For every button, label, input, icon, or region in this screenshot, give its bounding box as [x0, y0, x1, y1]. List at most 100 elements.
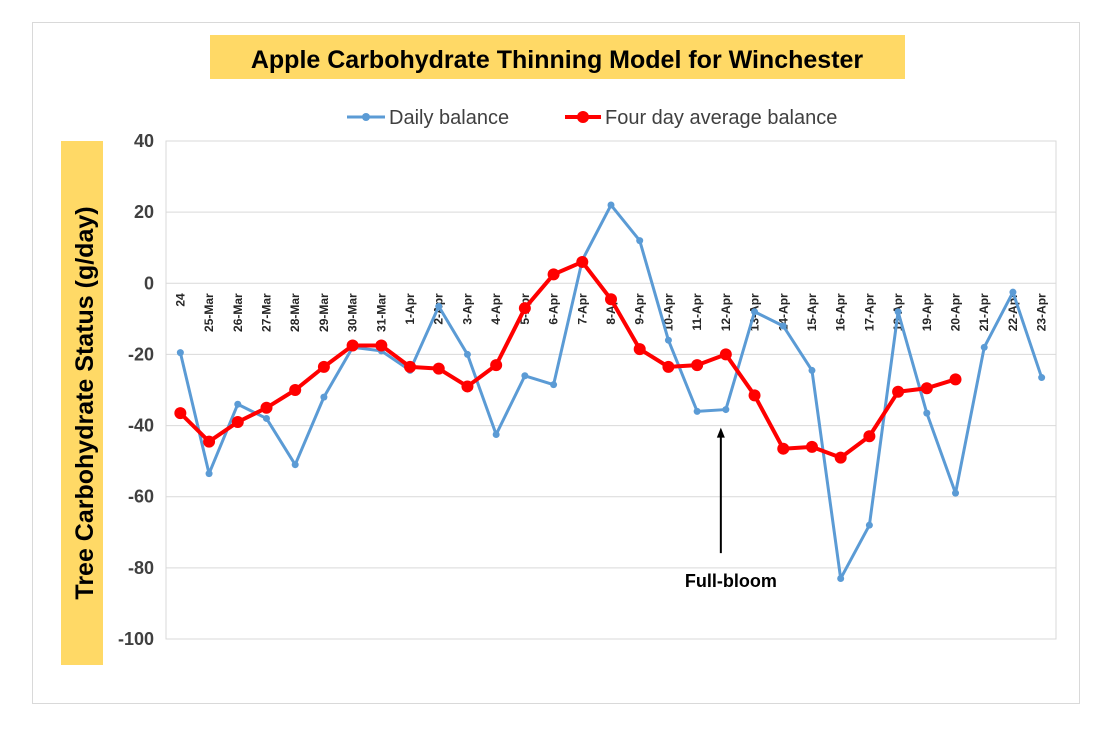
y-tick-label: -60 — [128, 487, 154, 507]
x-tick-label: 27-Mar — [259, 293, 273, 332]
four-day-average-point — [920, 382, 933, 395]
daily-balance-point — [808, 366, 816, 374]
x-tick-label: 3-Apr — [460, 293, 474, 325]
daily-balance-point — [751, 308, 759, 316]
plot-border — [165, 140, 1057, 640]
daily-balance-point — [463, 350, 471, 358]
four-day-average-point — [404, 360, 417, 373]
y-tick-label: 0 — [144, 273, 154, 293]
title-highlight — [210, 35, 905, 79]
legend: Daily balance Four day average balance — [347, 107, 837, 129]
y-axis-title: Tree Carbohydrate Status (g/day) — [61, 141, 103, 665]
x-tick-label: 30-Mar — [346, 293, 360, 332]
four-day-average-point — [719, 348, 732, 361]
x-tick-label: 4-Apr — [489, 293, 503, 325]
daily-balance-point — [435, 302, 443, 310]
daily-balance-point — [205, 470, 213, 478]
daily-balance-point — [837, 575, 845, 583]
four-day-average-point — [490, 359, 503, 372]
four-day-average-point — [863, 430, 876, 443]
four-day-average-point — [633, 343, 646, 356]
plot-area — [165, 140, 1057, 640]
four-day-average-point — [662, 360, 675, 373]
y-axis-label: Tree Carbohydrate Status (g/day) — [71, 206, 99, 599]
four-day-average-point — [834, 451, 847, 464]
daily-balance-point — [1038, 374, 1046, 382]
x-tick-label: 21-Apr — [977, 293, 991, 331]
x-tick-label: 25-Mar — [202, 293, 216, 332]
chart: Apple Carbohydrate Thinning Model for Wi… — [61, 35, 1057, 665]
daily-balance-point — [176, 349, 184, 357]
four-day-average-point — [518, 302, 531, 315]
daily-balance-point — [664, 336, 672, 344]
four-day-average-point — [691, 359, 704, 372]
daily-balance-point — [980, 343, 988, 351]
y-tick-label: 40 — [134, 131, 154, 151]
x-tick-label: 7-Apr — [575, 293, 589, 325]
four-day-average-point — [777, 442, 790, 455]
x-tick-label: 28-Mar — [288, 293, 302, 332]
x-tick-label: 31-Mar — [374, 293, 388, 332]
four-day-average-point — [892, 385, 905, 398]
daily-balance-point — [607, 201, 615, 209]
y-axis-title-highlight — [61, 141, 103, 665]
series-four-day-average — [174, 255, 962, 464]
legend-average-label: Four day average balance — [605, 107, 837, 129]
x-tick-label: 15-Apr — [805, 293, 819, 331]
daily-balance-point — [865, 521, 873, 529]
daily-balance-point — [320, 393, 328, 401]
daily-balance-point — [262, 414, 270, 422]
four-day-average-point — [203, 435, 216, 448]
x-tick-label: 29-Mar — [317, 293, 331, 332]
full-bloom-label: Full-bloom — [685, 571, 777, 591]
four-day-average-point — [317, 360, 330, 373]
x-tick-label: 19-Apr — [920, 293, 934, 331]
legend-daily-marker — [362, 113, 370, 121]
daily-balance-point — [894, 308, 902, 316]
daily-balance-point — [636, 237, 644, 245]
four-day-average-point — [375, 339, 388, 352]
x-tick-label: 24 — [173, 293, 187, 307]
x-tick-label: 14-Apr — [776, 293, 790, 331]
daily-balance-point — [923, 409, 931, 417]
x-tick-label: 17-Apr — [862, 293, 876, 331]
x-tick-label: 6-Apr — [547, 293, 561, 325]
four-day-average-point — [432, 362, 445, 375]
four-day-average-point — [231, 416, 244, 429]
y-tick-label: 20 — [134, 202, 154, 222]
four-day-average-point — [547, 268, 560, 281]
four-day-average-line — [178, 259, 957, 460]
x-tick-label: 11-Apr — [690, 293, 704, 331]
chart-frame: Apple Carbohydrate Thinning Model for Wi… — [32, 22, 1080, 704]
daily-balance-point — [492, 430, 500, 438]
y-tick-label: -100 — [118, 629, 154, 649]
daily-balance-point — [1009, 288, 1017, 296]
four-day-average-point — [289, 384, 302, 396]
legend-average-marker — [577, 111, 589, 123]
x-tick-label: 20-Apr — [949, 293, 963, 331]
daily-balance-point — [550, 381, 558, 389]
x-tick-label: 9-Apr — [633, 293, 647, 325]
daily-balance-point — [722, 406, 730, 414]
four-day-average-point — [949, 373, 962, 386]
daily-balance-point — [952, 489, 960, 497]
four-day-average-point — [748, 389, 761, 402]
four-day-average-point — [174, 407, 187, 420]
legend-daily-label: Daily balance — [389, 107, 509, 129]
x-tick-label: 10-Apr — [661, 293, 675, 331]
y-axis-ticks: 40 20 0 -20 -40 -60 -80 -100 — [118, 131, 154, 649]
four-day-average-point — [605, 293, 617, 306]
chart-title: Apple Carbohydrate Thinning Model for Wi… — [251, 46, 864, 74]
y-tick-label: -40 — [128, 416, 154, 436]
four-day-average-point — [346, 339, 359, 352]
x-tick-label: 26-Mar — [231, 293, 245, 332]
x-tick-label: 1-Apr — [403, 293, 417, 325]
four-day-average-point — [260, 401, 273, 414]
daily-balance-point — [234, 400, 242, 408]
x-tick-label: 12-Apr — [719, 293, 733, 331]
four-day-average-point — [805, 440, 818, 453]
daily-balance-point — [521, 372, 529, 380]
series-daily-balance — [176, 201, 1046, 583]
y-tick-label: -20 — [128, 344, 154, 364]
daily-balance-point — [291, 461, 299, 469]
